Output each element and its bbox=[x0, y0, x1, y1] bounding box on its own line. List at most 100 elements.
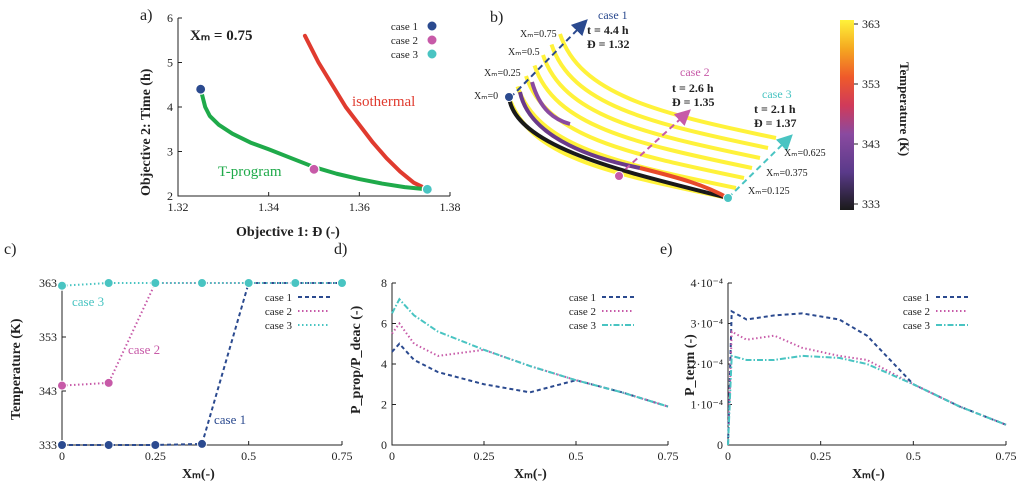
panel-e-legend: case 1 case 2 case 3 bbox=[903, 292, 968, 332]
panel-e-ylabel: P_term (-) bbox=[683, 334, 698, 396]
colorbar-ticks: 363 353 343 333 bbox=[854, 17, 880, 211]
case3-anno-time: t = 2.1 h bbox=[754, 102, 796, 116]
panel-c-point bbox=[197, 278, 207, 288]
isothermal-curve-label: isothermal bbox=[352, 94, 415, 110]
panel-e-ytick-label: 2·10⁻⁴ bbox=[690, 357, 723, 371]
panel-e-ytick-label: 1·10⁻⁴ bbox=[690, 398, 723, 412]
panel-b-chart: b) case 1 t = 4.4 h Đ = 1.32 case 2 t = … bbox=[474, 8, 912, 211]
colorbar-tick-label: 343 bbox=[862, 137, 880, 151]
panel-e-xtick-label: 0.25 bbox=[810, 449, 831, 463]
legend-entry-label: case 3 bbox=[569, 320, 597, 332]
panel-a-ytick-label: 5 bbox=[167, 56, 173, 70]
xm-label-05: Xₘ=0.5 bbox=[508, 47, 540, 58]
panel-d-plot-area: 0 0.25 0.5 0.75 0 2 4 6 8 bbox=[381, 276, 679, 463]
legend-marker bbox=[426, 34, 438, 46]
legend-entry-label: case 2 bbox=[903, 306, 930, 318]
panel-a-xtick-label: 1.38 bbox=[440, 200, 461, 214]
legend-marker bbox=[426, 20, 438, 32]
case3-marker bbox=[421, 183, 433, 195]
panel-a-ytick-label: 2 bbox=[167, 189, 173, 203]
panel-e-label: e) bbox=[660, 241, 672, 258]
case3-anno-dispersity: Đ = 1.37 bbox=[754, 116, 797, 130]
panel-e-axes bbox=[727, 283, 1006, 446]
panel-d-xtick-label: 0.25 bbox=[474, 449, 495, 463]
case1-anno-time: t = 4.4 h bbox=[587, 23, 629, 37]
panel-c-point bbox=[103, 440, 114, 450]
panel-d-series-case1 bbox=[391, 342, 669, 408]
trajectory-yellow bbox=[541, 54, 761, 160]
panel-c-point bbox=[57, 280, 67, 291]
case3-anno-title: case 3 bbox=[762, 87, 792, 101]
panel-c-xtick-label: 0 bbox=[59, 449, 65, 463]
panel-c-label: c) bbox=[4, 241, 16, 258]
panel-a-xlabel: Objective 1: Đ (-) bbox=[236, 225, 340, 240]
panel-c-xlabel: Xₘ(-) bbox=[182, 467, 215, 482]
trajectory-yellow bbox=[549, 43, 769, 150]
panel-a-legend: case 1 case 2 case 3 bbox=[391, 20, 438, 61]
panel-c-point bbox=[337, 278, 347, 288]
panel-d-ytick-label: 4 bbox=[381, 357, 387, 371]
colorbar-tick-label: 333 bbox=[862, 197, 880, 211]
panel-e-plot-area: 0 0.25 0.5 0.75 0 1·10⁻⁴ 2·10⁻⁴ 3·10⁻⁴ 4·10⁻⁴ bbox=[690, 276, 1016, 463]
panel-e-xlabel: Xₘ(-) bbox=[852, 467, 885, 482]
panel-d-ytick-label: 6 bbox=[381, 317, 387, 331]
legend-entry-label: case 1 bbox=[569, 292, 596, 304]
panel-e-xtick-label: 0 bbox=[725, 449, 731, 463]
legend-entry-label: case 1 bbox=[903, 292, 930, 304]
trajectory-case2-high bbox=[639, 166, 729, 200]
panel-c-point bbox=[290, 278, 301, 288]
trajectory-case3-low bbox=[530, 81, 571, 126]
panel-c-point bbox=[57, 440, 67, 450]
panel-d-chart: d) 0 0.25 0.5 0.75 0 2 4 6 8 Xₘ(-) P_prop/P_deac… bbox=[334, 241, 679, 482]
panel-c-point bbox=[150, 440, 161, 450]
panel-c-point bbox=[103, 278, 114, 288]
xm-label-075: Xₘ=0.75 bbox=[520, 29, 557, 40]
panel-c-plot-area: 0 0.25 0.5 0.75 333 343 353 363 bbox=[39, 276, 353, 463]
panel-c-legend: case 1 case 2 case 3 bbox=[265, 292, 330, 332]
case2-curve-label: case 2 bbox=[128, 342, 160, 357]
xm-label-0: Xₘ=0 bbox=[474, 91, 498, 102]
panel-a-ytick-label: 4 bbox=[167, 100, 173, 114]
trajectory-case1 bbox=[507, 96, 729, 200]
xm-label-0375: Xₘ=0.375 bbox=[766, 168, 808, 179]
panel-c-xtick-label: 0.25 bbox=[145, 449, 166, 463]
panel-e-chart: e) 0 0.25 0.5 0.75 0 1·10⁻⁴ 2·10⁻⁴ 3·10⁻⁴ 4·10⁻⁴… bbox=[660, 241, 1017, 482]
panel-e-series-case2 bbox=[727, 329, 1007, 446]
panel-d-xtick-label: 0.75 bbox=[658, 449, 679, 463]
panel-a-xtick-label: 1.36 bbox=[349, 200, 370, 214]
case3-curve-label: case 3 bbox=[72, 294, 104, 309]
xm-label-025: Xₘ=0.25 bbox=[484, 68, 521, 79]
panel-b-trajectories bbox=[507, 33, 777, 200]
panel-c-xtick-label: 0.75 bbox=[332, 449, 353, 463]
panel-e-ytick-label: 0 bbox=[717, 438, 723, 452]
panel-a-ytick-label: 6 bbox=[167, 11, 173, 25]
isothermal-curve bbox=[302, 33, 430, 192]
panel-c-point bbox=[197, 438, 207, 449]
trajectory-yellow bbox=[515, 85, 737, 190]
panel-d-ytick-label: 2 bbox=[381, 398, 387, 412]
panel-a-ylabel: Objective 2: Time (h) bbox=[139, 68, 154, 196]
panel-d-ytick-label: 0 bbox=[381, 438, 387, 452]
case2-anno-time: t = 2.6 h bbox=[672, 81, 714, 95]
colorbar-tick-label: 363 bbox=[862, 17, 880, 31]
panel-e-series-case1 bbox=[727, 309, 1007, 446]
panel-e-series-case3 bbox=[727, 354, 1007, 446]
panel-a-chart: a) Xₘ = 0.75 1.32 1.34 1.36 1.38 2 3 4 5 6 Objec… bbox=[139, 7, 461, 240]
panel-c-ytick-label: 363 bbox=[39, 276, 57, 290]
panel-c-chart: c) 0 0.25 0.5 0.75 333 343 353 363 Xₘ(-) Temper… bbox=[4, 241, 353, 482]
panel-a-title: Xₘ = 0.75 bbox=[190, 28, 252, 44]
legend-entry-label: case 2 bbox=[265, 306, 292, 318]
case2-start-marker bbox=[614, 171, 624, 181]
case1-arrow bbox=[509, 19, 588, 99]
panel-d-ylabel: P_prop/P_deac (-) bbox=[349, 305, 364, 414]
panel-a-xtick-label: 1.34 bbox=[258, 200, 279, 214]
panel-d-xtick-label: 0.5 bbox=[569, 449, 584, 463]
trajectory-case2-low bbox=[518, 91, 641, 170]
case2-anno-dispersity: Đ = 1.35 bbox=[672, 95, 715, 109]
panel-c-point bbox=[103, 377, 114, 388]
panel-d-legend: case 1 case 2 case 3 bbox=[569, 292, 634, 332]
case3-arrow bbox=[727, 134, 793, 199]
trajectory-yellow bbox=[558, 33, 777, 140]
panel-c-ytick-label: 353 bbox=[39, 330, 57, 344]
